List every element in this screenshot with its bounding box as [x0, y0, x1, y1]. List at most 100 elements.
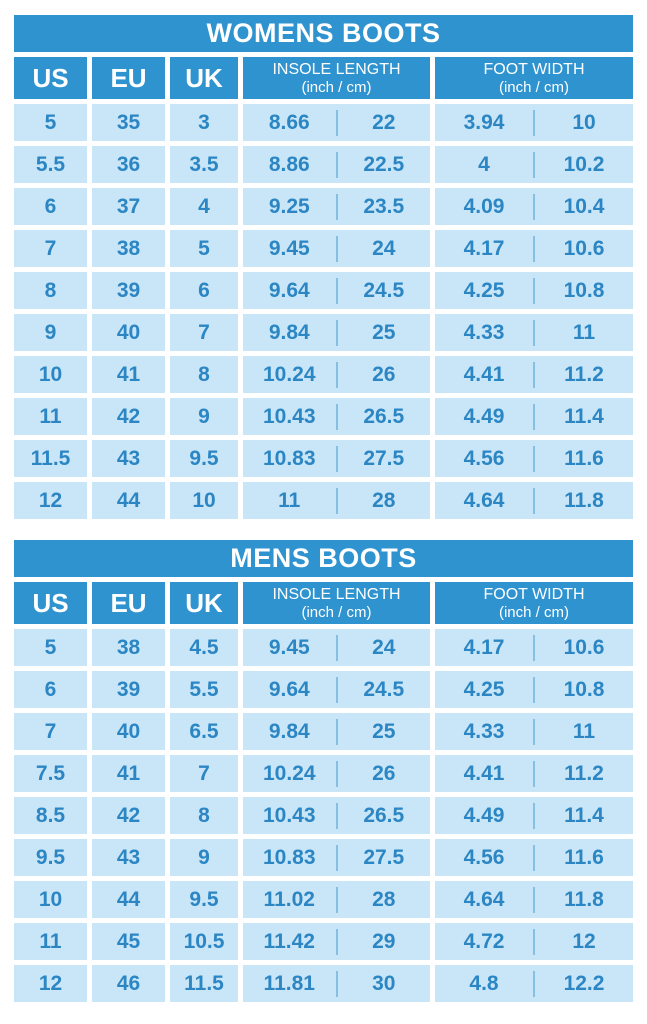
insole-inch-value: 10.24 — [262, 362, 316, 386]
table-row: 12 44 10 11 28 4.64 11.8 — [14, 482, 633, 519]
insole-length-cell: 10.83 27.5 — [243, 839, 430, 876]
inch-cm-divider — [533, 844, 535, 871]
foot-inch-value: 4.49 — [463, 404, 505, 428]
insole-length-label: INSOLE LENGTH — [272, 586, 401, 603]
inch-cm-divider — [533, 319, 535, 346]
us-size-cell: 10 — [14, 881, 87, 918]
insole-inch-value: 11.42 — [263, 929, 315, 953]
inch-cm-divider — [335, 445, 338, 472]
foot-cm-value: 10.4 — [563, 194, 605, 218]
us-size-cell: 9.5 — [14, 839, 87, 876]
uk-size-cell: 8 — [170, 356, 238, 393]
column-header-uk: UK — [170, 582, 238, 624]
inch-cm-divider — [335, 928, 338, 955]
us-size-cell: 7.5 — [14, 755, 87, 792]
foot-inch-value: 4.64 — [463, 887, 505, 911]
eu-size-cell: 45 — [92, 923, 165, 960]
inch-cm-divider — [335, 235, 338, 262]
inch-cm-divider — [533, 676, 535, 703]
womens-boots-table: WOMENS BOOTS US EU UK INSOLE LENGTH (inc… — [14, 15, 633, 519]
inch-cm-divider — [533, 886, 535, 913]
eu-size-cell: 43 — [92, 839, 165, 876]
eu-size-cell: 46 — [92, 965, 165, 1002]
foot-inch-value: 4.25 — [463, 278, 505, 302]
insole-inch-value: 10.83 — [262, 845, 316, 869]
column-header-foot-width: FOOT WIDTH (inch / cm) — [435, 57, 633, 99]
eu-size-cell: 40 — [92, 314, 165, 351]
insole-length-cell: 9.84 25 — [243, 713, 430, 750]
inch-cm-divider — [335, 718, 338, 745]
insole-cm-value: 26 — [372, 761, 396, 785]
insole-cm-value: 24.5 — [363, 677, 405, 701]
foot-width-cell: 4.41 11.2 — [435, 755, 633, 792]
foot-inch-value: 4.64 — [463, 488, 505, 512]
column-header-us: US — [14, 57, 87, 99]
insole-length-cell: 8.66 22 — [243, 104, 430, 141]
eu-size-cell: 42 — [92, 398, 165, 435]
column-header-eu: EU — [92, 57, 165, 99]
insole-inch-value: 8.66 — [268, 110, 310, 134]
inch-cm-divider — [335, 886, 338, 913]
inch-cm-divider — [335, 361, 338, 388]
insole-length-cell: 10.43 26.5 — [243, 398, 430, 435]
foot-inch-value: 3.94 — [463, 110, 505, 134]
us-size-cell: 6 — [14, 671, 87, 708]
foot-width-cell: 4.56 11.6 — [435, 440, 633, 477]
table-row: 10 44 9.5 11.02 28 4.64 11.8 — [14, 881, 633, 918]
uk-size-cell: 8 — [170, 797, 238, 834]
us-size-cell: 5 — [14, 104, 87, 141]
insole-length-units: (inch / cm) — [301, 79, 372, 96]
insole-length-cell: 8.86 22.5 — [243, 146, 430, 183]
insole-length-cell: 10.43 26.5 — [243, 797, 430, 834]
eu-size-cell: 44 — [92, 482, 165, 519]
insole-inch-value: 10.24 — [262, 761, 316, 785]
foot-cm-value: 11.4 — [564, 404, 604, 428]
us-size-cell: 7 — [14, 713, 87, 750]
column-header-foot-width: FOOT WIDTH (inch / cm) — [435, 582, 633, 624]
table-row: 7 38 5 9.45 24 4.17 10.6 — [14, 230, 633, 267]
eu-size-cell: 38 — [92, 629, 165, 666]
uk-size-cell: 4.5 — [170, 629, 238, 666]
foot-cm-value: 11.8 — [564, 488, 604, 512]
inch-cm-divider — [335, 109, 338, 136]
inch-cm-divider — [533, 718, 535, 745]
uk-size-cell: 3.5 — [170, 146, 238, 183]
insole-length-cell: 9.45 24 — [243, 629, 430, 666]
foot-inch-value: 4.49 — [463, 803, 505, 827]
foot-width-cell: 4.09 10.4 — [435, 188, 633, 225]
foot-cm-value: 10.2 — [563, 152, 605, 176]
eu-size-cell: 43 — [92, 440, 165, 477]
uk-size-cell: 6.5 — [170, 713, 238, 750]
insole-inch-value: 11 — [278, 488, 301, 512]
foot-inch-value: 4.17 — [463, 635, 505, 659]
table-row: 7 40 6.5 9.84 25 4.33 11 — [14, 713, 633, 750]
insole-cm-value: 26.5 — [363, 404, 405, 428]
us-size-cell: 7 — [14, 230, 87, 267]
foot-cm-value: 11.4 — [564, 803, 604, 827]
foot-width-label: FOOT WIDTH — [483, 586, 585, 603]
inch-cm-divider — [533, 235, 535, 262]
womens-table-title: WOMENS BOOTS — [14, 15, 633, 52]
column-header-uk: UK — [170, 57, 238, 99]
insole-inch-value: 9.64 — [268, 278, 310, 302]
insole-inch-value: 9.45 — [268, 236, 310, 260]
insole-inch-value: 10.43 — [262, 404, 316, 428]
womens-table-rows: 5 35 3 8.66 22 3.94 10 5.5 36 3.5 8.86 2… — [14, 104, 633, 519]
foot-cm-value: 11.2 — [564, 362, 604, 386]
foot-cm-value: 12.2 — [563, 971, 605, 995]
inch-cm-divider — [335, 487, 338, 514]
eu-size-cell: 41 — [92, 755, 165, 792]
table-row: 11 42 9 10.43 26.5 4.49 11.4 — [14, 398, 633, 435]
table-row: 5.5 36 3.5 8.86 22.5 4 10.2 — [14, 146, 633, 183]
insole-length-units: (inch / cm) — [301, 604, 372, 621]
foot-inch-value: 4.33 — [463, 719, 505, 743]
insole-length-cell: 9.45 24 — [243, 230, 430, 267]
eu-size-cell: 44 — [92, 881, 165, 918]
us-size-cell: 12 — [14, 482, 87, 519]
insole-cm-value: 24 — [372, 236, 396, 260]
inch-cm-divider — [335, 970, 338, 997]
foot-width-units: (inch / cm) — [498, 79, 569, 96]
inch-cm-divider — [533, 760, 535, 787]
mens-header-row: US EU UK INSOLE LENGTH (inch / cm) FOOT … — [14, 582, 633, 624]
inch-cm-divider — [335, 844, 338, 871]
